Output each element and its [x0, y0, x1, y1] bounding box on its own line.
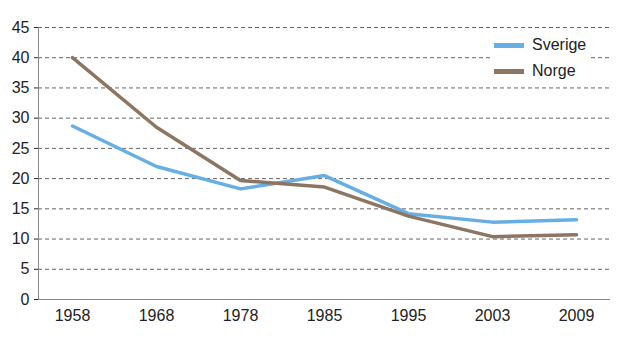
svg-text:1985: 1985 [307, 307, 343, 324]
svg-text:1968: 1968 [139, 307, 175, 324]
svg-text:20: 20 [12, 170, 30, 187]
svg-text:1958: 1958 [55, 307, 91, 324]
svg-text:10: 10 [12, 230, 30, 247]
svg-text:2009: 2009 [559, 307, 595, 324]
svg-text:5: 5 [21, 260, 30, 277]
svg-text:45: 45 [12, 19, 30, 36]
svg-text:30: 30 [12, 109, 30, 126]
svg-text:2003: 2003 [475, 307, 511, 324]
svg-text:1995: 1995 [391, 307, 427, 324]
svg-text:1978: 1978 [223, 307, 259, 324]
svg-text:35: 35 [12, 79, 30, 96]
html-text:Sverige: Sverige [532, 36, 587, 53]
html-text:Norge: Norge [532, 62, 576, 79]
svg-text:40: 40 [12, 49, 30, 66]
svg-text:0: 0 [21, 291, 30, 308]
svg-text:15: 15 [12, 200, 30, 217]
svg-text:25: 25 [12, 140, 30, 157]
